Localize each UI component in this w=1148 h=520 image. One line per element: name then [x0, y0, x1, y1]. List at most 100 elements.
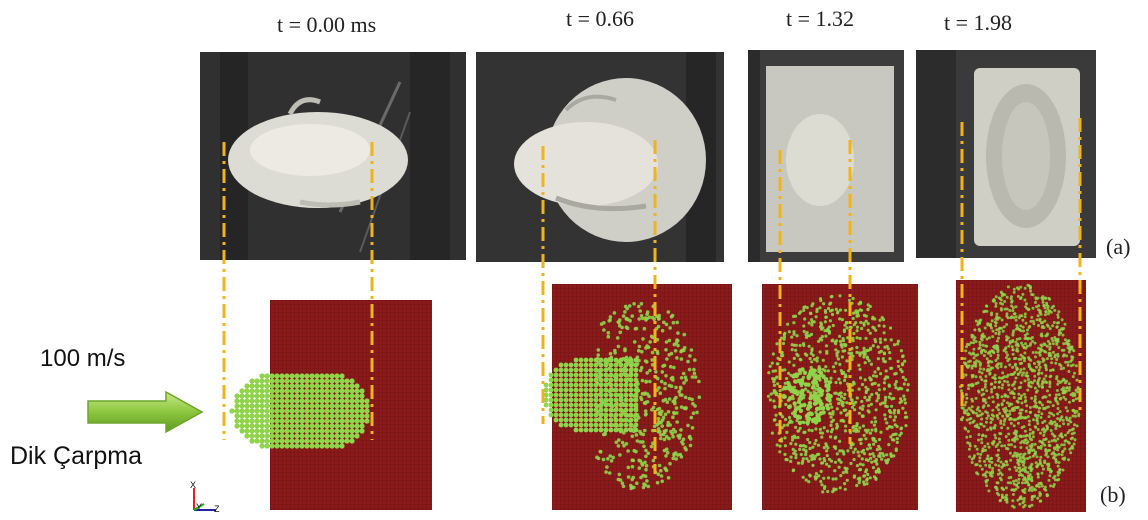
particle — [993, 376, 997, 380]
particle — [802, 324, 806, 328]
particle — [808, 446, 812, 451]
particle — [598, 422, 604, 428]
particle — [254, 403, 260, 409]
particle — [835, 452, 839, 456]
particle — [274, 428, 280, 434]
particle — [791, 468, 796, 472]
particle — [650, 407, 654, 412]
particle — [578, 417, 584, 423]
particle — [558, 372, 564, 378]
particle — [833, 340, 837, 344]
particle — [553, 402, 559, 408]
particle — [883, 401, 887, 405]
particle — [985, 344, 989, 348]
particle — [624, 355, 629, 360]
particle — [1043, 319, 1047, 323]
particle — [673, 397, 677, 401]
particle — [895, 437, 899, 441]
particle — [635, 481, 639, 486]
particle — [1054, 453, 1058, 457]
particle — [1032, 487, 1036, 491]
particle — [1071, 399, 1075, 403]
particle — [826, 489, 830, 494]
particle — [648, 368, 652, 373]
particle — [644, 467, 648, 472]
particle — [284, 388, 290, 394]
particle — [847, 298, 852, 302]
particle — [850, 351, 854, 355]
particle — [817, 452, 821, 456]
particle — [831, 323, 835, 328]
particle — [548, 407, 554, 413]
particle — [899, 349, 904, 353]
particle — [839, 395, 844, 399]
particle — [652, 317, 656, 322]
particle — [643, 316, 648, 320]
particle — [839, 411, 843, 415]
particle — [965, 342, 969, 346]
particle — [790, 335, 794, 339]
particle — [1058, 468, 1062, 471]
particle — [324, 428, 330, 434]
particle — [971, 351, 975, 355]
particle — [259, 418, 265, 424]
particle — [573, 362, 579, 368]
particle — [1058, 328, 1062, 332]
particle — [1027, 488, 1031, 492]
particle — [798, 447, 802, 451]
particle — [820, 335, 825, 339]
particle — [630, 477, 634, 482]
particle — [638, 368, 643, 373]
particle — [789, 455, 793, 459]
particle — [818, 457, 822, 461]
particle — [329, 403, 335, 409]
particle — [1018, 470, 1022, 474]
particle — [1024, 399, 1028, 403]
particle — [1005, 493, 1009, 497]
particle — [898, 433, 902, 437]
particle — [1013, 363, 1017, 367]
particle — [692, 371, 697, 376]
particle — [977, 321, 980, 325]
particle — [966, 429, 970, 433]
particle — [606, 402, 610, 407]
particle — [665, 357, 669, 361]
particle — [1047, 351, 1051, 355]
particle — [1010, 488, 1014, 492]
particle — [1041, 381, 1045, 385]
particle — [679, 405, 684, 409]
particle — [1056, 412, 1060, 416]
particle — [334, 418, 340, 424]
particle — [844, 469, 848, 473]
particle — [875, 448, 879, 452]
particle — [553, 372, 559, 378]
particle — [997, 437, 1001, 441]
particle — [808, 369, 814, 374]
particle — [861, 414, 865, 418]
particle — [995, 312, 999, 316]
particle — [1064, 389, 1068, 393]
particle — [1031, 339, 1035, 343]
particle — [638, 440, 643, 444]
particle — [606, 334, 611, 339]
particle — [620, 481, 625, 486]
particle — [254, 413, 260, 419]
particle — [304, 408, 310, 414]
particle — [628, 397, 634, 403]
particle — [967, 447, 971, 451]
particle — [667, 338, 672, 343]
particle — [870, 392, 874, 397]
particle — [787, 330, 792, 334]
particle — [613, 422, 617, 427]
particle — [1034, 414, 1038, 418]
particle — [861, 404, 865, 408]
particle — [269, 398, 275, 404]
particle — [862, 353, 867, 357]
particle — [1051, 350, 1055, 354]
particle — [558, 392, 564, 398]
particle — [826, 429, 830, 433]
particle — [984, 374, 988, 378]
particle — [1012, 396, 1016, 399]
particle — [1046, 389, 1049, 393]
particle — [787, 386, 792, 391]
